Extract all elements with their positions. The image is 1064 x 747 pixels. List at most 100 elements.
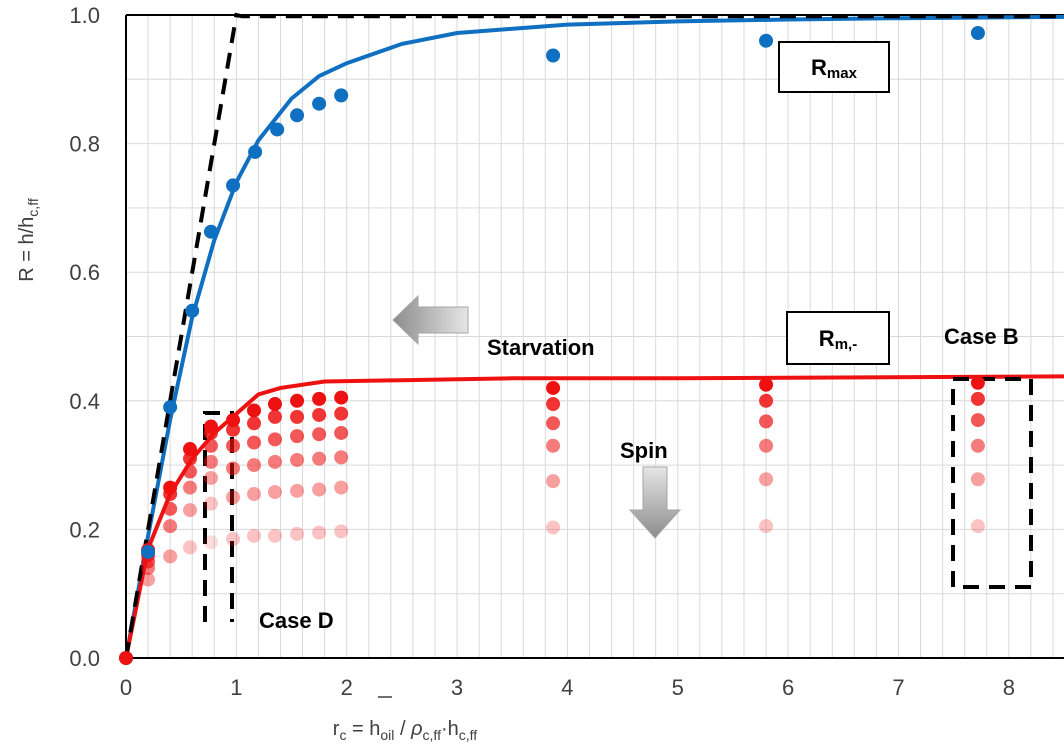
case-d-label: Case D <box>259 608 334 633</box>
y-tick-label: 1.0 <box>69 3 100 28</box>
data-point-red <box>226 490 241 505</box>
y-tick-label: 0.8 <box>69 132 100 157</box>
data-point-red <box>334 450 349 465</box>
data-point-red <box>970 438 985 453</box>
data-point-blue <box>185 303 200 318</box>
spin-arrow-icon <box>628 466 682 539</box>
rm-box <box>786 311 890 365</box>
data-point-red <box>312 407 327 422</box>
data-point-red <box>203 454 218 469</box>
data-point-red <box>183 540 198 555</box>
x-tick-label: 0 <box>120 675 132 700</box>
y-tick-label: 0.4 <box>69 389 100 414</box>
data-point-red <box>334 390 349 405</box>
data-point-red <box>226 438 241 453</box>
data-point-red <box>334 406 349 421</box>
data-point-red <box>970 391 985 406</box>
case-d-box <box>203 411 234 622</box>
data-point-red <box>267 432 282 447</box>
data-point-red <box>312 525 327 540</box>
data-point-red <box>312 451 327 466</box>
data-point-blue <box>141 544 156 559</box>
data-point-red <box>183 480 198 495</box>
data-point-blue <box>248 144 263 159</box>
starvation-label: Starvation <box>487 335 595 360</box>
y-tick-label: 0.6 <box>69 260 100 285</box>
data-point-red <box>759 377 774 392</box>
data-point-red <box>203 496 218 511</box>
x-tick-label: 5 <box>672 675 684 700</box>
data-point-red <box>312 427 327 442</box>
x-tick-label: 4 <box>561 675 573 700</box>
rmax-box <box>778 41 890 93</box>
data-point-blue <box>290 108 305 123</box>
x-tick-label: 8 <box>1003 675 1015 700</box>
data-point-blue <box>970 26 985 41</box>
data-point-red <box>546 380 561 395</box>
data-point-blue <box>759 33 774 48</box>
data-point-red <box>267 485 282 500</box>
starvation-arrow-icon <box>392 294 469 346</box>
data-point-red <box>546 520 561 535</box>
data-point-red <box>247 528 262 543</box>
data-point-red <box>290 483 305 498</box>
data-point-red <box>247 435 262 450</box>
data-point-red <box>312 391 327 406</box>
y-axis-label: R = h/hc,ff <box>16 198 41 282</box>
x-tick-label: 3 <box>451 675 463 700</box>
data-point-red <box>183 464 198 479</box>
data-point-red <box>183 503 198 518</box>
x-tick-label: 2 <box>341 675 353 700</box>
data-point-red <box>546 474 561 489</box>
data-point-red <box>759 414 774 429</box>
data-point-red <box>226 413 241 428</box>
y-tick-label: 0.2 <box>69 517 100 542</box>
data-point-red <box>203 470 218 485</box>
grid <box>126 15 1064 658</box>
data-point-red <box>334 524 349 539</box>
case-b-box <box>951 377 1033 589</box>
data-point-red <box>970 413 985 428</box>
axes <box>125 14 1064 659</box>
data-point-red <box>163 519 178 534</box>
data-point-red <box>334 480 349 495</box>
x-tick-label: 7 <box>892 675 904 700</box>
data-point-blue <box>163 400 178 415</box>
data-point-red <box>290 393 305 408</box>
data-point-red <box>183 442 198 457</box>
tick-labels: 0 1 2 3 4 5 6 7 8 0.0 0.2 0.4 0.6 0.8 1.0 <box>69 3 1015 700</box>
data-point-red <box>290 409 305 424</box>
data-point-red <box>290 429 305 444</box>
data-point-red <box>226 532 241 547</box>
data-point-red <box>267 397 282 412</box>
data-point-red <box>247 487 262 502</box>
x-axis-label: rc = hoil / ρc,ff·hc,ff <box>333 718 477 743</box>
data-point-red <box>290 452 305 467</box>
data-point-blue <box>546 48 561 63</box>
data-point-red <box>759 393 774 408</box>
data-point-red <box>203 535 218 550</box>
data-point-red <box>759 438 774 453</box>
data-point-blue <box>226 178 241 193</box>
data-point-red <box>546 416 561 431</box>
data-point-red <box>267 409 282 424</box>
data-point-origin <box>119 651 133 665</box>
rmax-fit-curve <box>124 14 1064 659</box>
data-point-red <box>141 572 156 587</box>
data-point-blue <box>203 224 218 239</box>
data-point-red <box>970 472 985 487</box>
data-point-red <box>247 416 262 431</box>
data-point-red <box>334 425 349 440</box>
data-point-red <box>247 458 262 473</box>
data-point-red <box>970 375 985 390</box>
data-point-red <box>290 526 305 541</box>
data-point-red <box>183 451 198 466</box>
data-point-red <box>267 454 282 469</box>
data-point-red <box>163 549 178 564</box>
data-point-red <box>203 425 218 440</box>
data-point-blue <box>334 88 349 103</box>
data-point-red <box>546 438 561 453</box>
data-point-red <box>970 519 985 534</box>
data-point-red <box>141 560 156 575</box>
